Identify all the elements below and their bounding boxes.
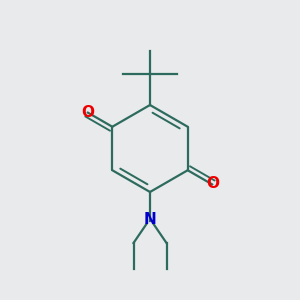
- Text: O: O: [81, 105, 94, 120]
- Text: O: O: [206, 176, 219, 190]
- Text: N: N: [144, 212, 156, 227]
